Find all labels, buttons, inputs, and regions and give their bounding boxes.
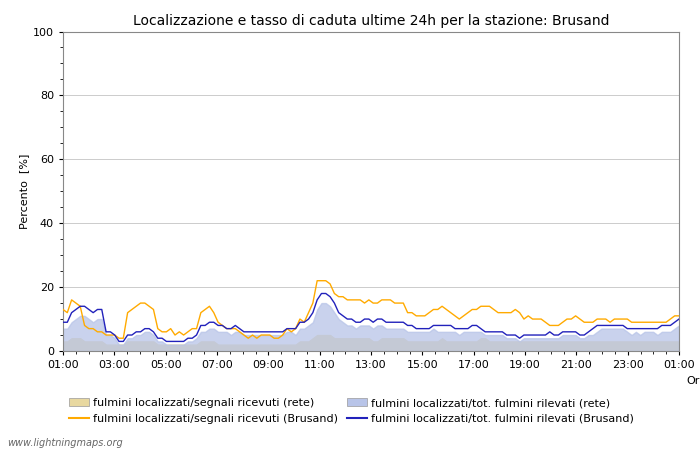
Title: Localizzazione e tasso di caduta ultime 24h per la stazione: Brusand: Localizzazione e tasso di caduta ultime … xyxy=(133,14,609,27)
Text: www.lightningmaps.org: www.lightningmaps.org xyxy=(7,438,122,448)
Legend: fulmini localizzati/segnali ricevuti (rete), fulmini localizzati/segnali ricevut: fulmini localizzati/segnali ricevuti (re… xyxy=(69,398,634,423)
Text: Orario: Orario xyxy=(686,376,700,386)
Y-axis label: Percento  [%]: Percento [%] xyxy=(19,153,29,229)
